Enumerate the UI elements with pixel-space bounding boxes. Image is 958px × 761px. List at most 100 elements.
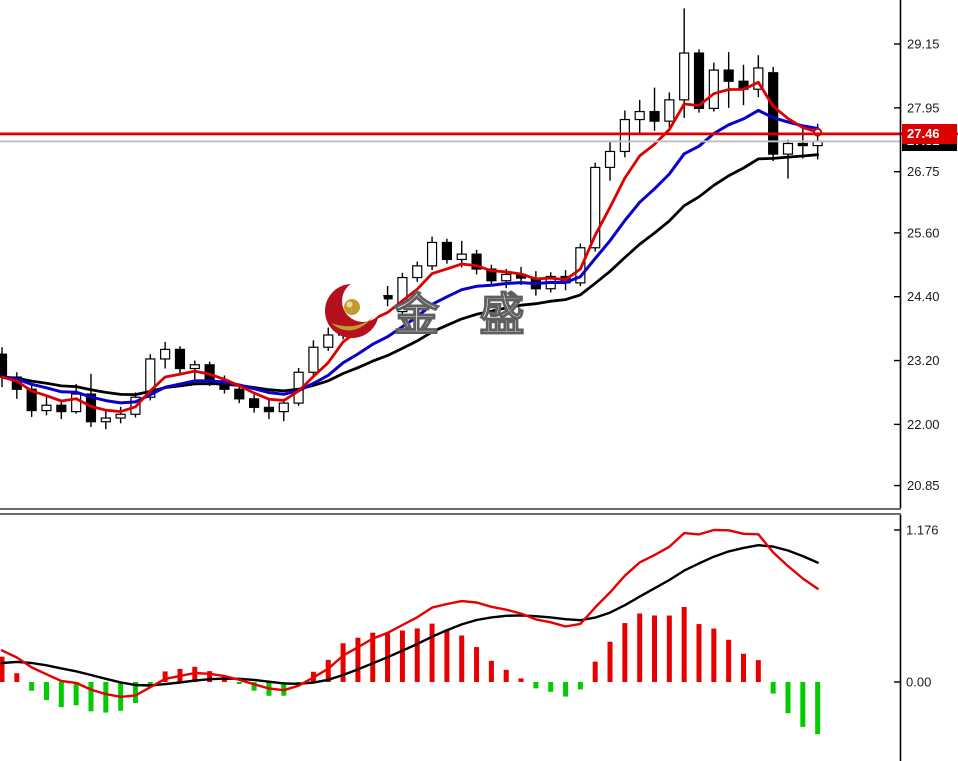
macd-histogram-bar: [770, 682, 776, 694]
ma-slow-black-line: [0, 153, 820, 397]
macd-histogram-bar: [518, 678, 524, 682]
macd-histogram-bar: [533, 682, 539, 689]
macd-histogram-bar: [207, 671, 213, 682]
macd-histogram-bar: [325, 659, 331, 682]
candle-body: [189, 364, 200, 370]
macd-histogram-bar: [815, 682, 821, 735]
macd-histogram-bar: [488, 660, 494, 682]
macd-histogram-bar: [726, 639, 732, 682]
candle-body: [278, 402, 289, 413]
price-axis-tick-label: 24.40: [907, 289, 940, 304]
candle-body: [308, 346, 319, 373]
macd-histogram-bar: [652, 615, 658, 682]
panel-splitter[interactable]: [0, 508, 901, 515]
candle-body: [426, 241, 438, 267]
macd-histogram-bar: [563, 682, 569, 697]
candle-body: [619, 118, 630, 153]
price-axis-tick-label: 29.15: [907, 37, 940, 52]
candle-body: [145, 358, 156, 398]
candle-body: [174, 348, 186, 370]
price-axis-tick-label: 22.00: [907, 417, 940, 432]
candle-body: [0, 353, 8, 378]
macd-histogram-bar: [29, 682, 35, 691]
candle-body: [797, 142, 808, 147]
macd-histogram-bar: [43, 682, 49, 701]
candle-body: [590, 166, 601, 249]
macd-histogram-bar: [132, 682, 138, 703]
macd-axis-tick-label: 0.00: [906, 675, 931, 690]
ma-fast-red-line: [0, 80, 820, 414]
candle-body: [71, 393, 82, 413]
macd-histogram-bar: [474, 647, 480, 682]
macd-histogram-bar: [192, 666, 198, 682]
macd-histogram-bar: [251, 682, 257, 691]
price-axis-tick-label: 26.75: [907, 164, 940, 179]
macd-histogram-bar: [14, 673, 20, 682]
price-axis-tick-label: 25.60: [907, 225, 940, 240]
macd-value-axis[interactable]: [897, 515, 958, 761]
macd-histogram-bar: [637, 613, 643, 682]
candle-body: [412, 265, 423, 279]
macd-histogram-bar: [162, 671, 168, 682]
candle-body: [575, 247, 586, 284]
candle-body: [708, 69, 719, 109]
candle-body: [753, 67, 764, 90]
main-chart-panel: [0, 8, 823, 430]
resistance-price-box: 27.46: [902, 124, 957, 144]
macd-histogram-bar: [607, 641, 613, 682]
candle-body: [397, 276, 408, 313]
macd-histogram-bar: [577, 682, 583, 690]
price-axis-tick-label: 20.85: [907, 478, 940, 493]
candle-body: [723, 69, 734, 82]
macd-histogram-bar: [711, 628, 717, 682]
candle-body: [382, 295, 393, 300]
candle-body: [486, 268, 497, 282]
resistance-price-label: 27.46: [907, 126, 940, 141]
macd-histogram-bar: [444, 629, 450, 682]
macd-histogram-bar: [592, 661, 598, 682]
macd-signal-black-line: [0, 544, 819, 687]
macd-histogram-bar: [103, 682, 109, 713]
candle-body: [634, 110, 645, 121]
macd-histogram-bar: [696, 624, 702, 682]
macd-dif-red-line: [0, 528, 819, 698]
candle-body: [768, 72, 779, 155]
price-axis-tick-label: 27.95: [907, 100, 940, 115]
candle-body: [604, 150, 616, 169]
candle-body: [160, 348, 171, 360]
candle-body: [100, 417, 111, 423]
candle-body: [234, 388, 245, 400]
macd-panel: [0, 528, 821, 735]
candle-body: [693, 52, 705, 109]
macd-histogram-bar: [459, 635, 465, 682]
macd-histogram-bar: [147, 682, 153, 686]
macd-histogram-bar: [429, 623, 435, 682]
macd-histogram-bar: [73, 682, 79, 706]
candle-body: [679, 52, 690, 101]
jinsheng-logo-icon: 金 盛: [325, 280, 525, 341]
candle-body: [249, 398, 260, 408]
macd-histogram-bar: [785, 682, 791, 714]
macd-histogram-bar: [666, 615, 672, 682]
candle-body: [41, 404, 52, 412]
candle-body: [456, 253, 467, 261]
macd-axis-tick-label: 1.176: [906, 523, 939, 538]
candle-body: [263, 406, 275, 413]
macd-histogram-bar: [58, 682, 64, 708]
macd-histogram-bar: [0, 656, 5, 682]
macd-histogram-bar: [741, 653, 746, 682]
candle-body: [501, 273, 512, 282]
candle-body: [664, 99, 675, 122]
macd-histogram-bar: [622, 623, 628, 682]
macd-histogram-bar: [414, 628, 420, 682]
macd-histogram-bar: [800, 682, 806, 727]
price-axis-tick-label: 23.20: [907, 353, 940, 368]
main-price-axis[interactable]: [897, 0, 958, 508]
candle-body: [56, 404, 67, 413]
candle-body: [441, 241, 452, 261]
macd-histogram-bar: [355, 637, 361, 682]
macd-histogram-bar: [503, 669, 509, 682]
candle-body: [115, 413, 126, 419]
